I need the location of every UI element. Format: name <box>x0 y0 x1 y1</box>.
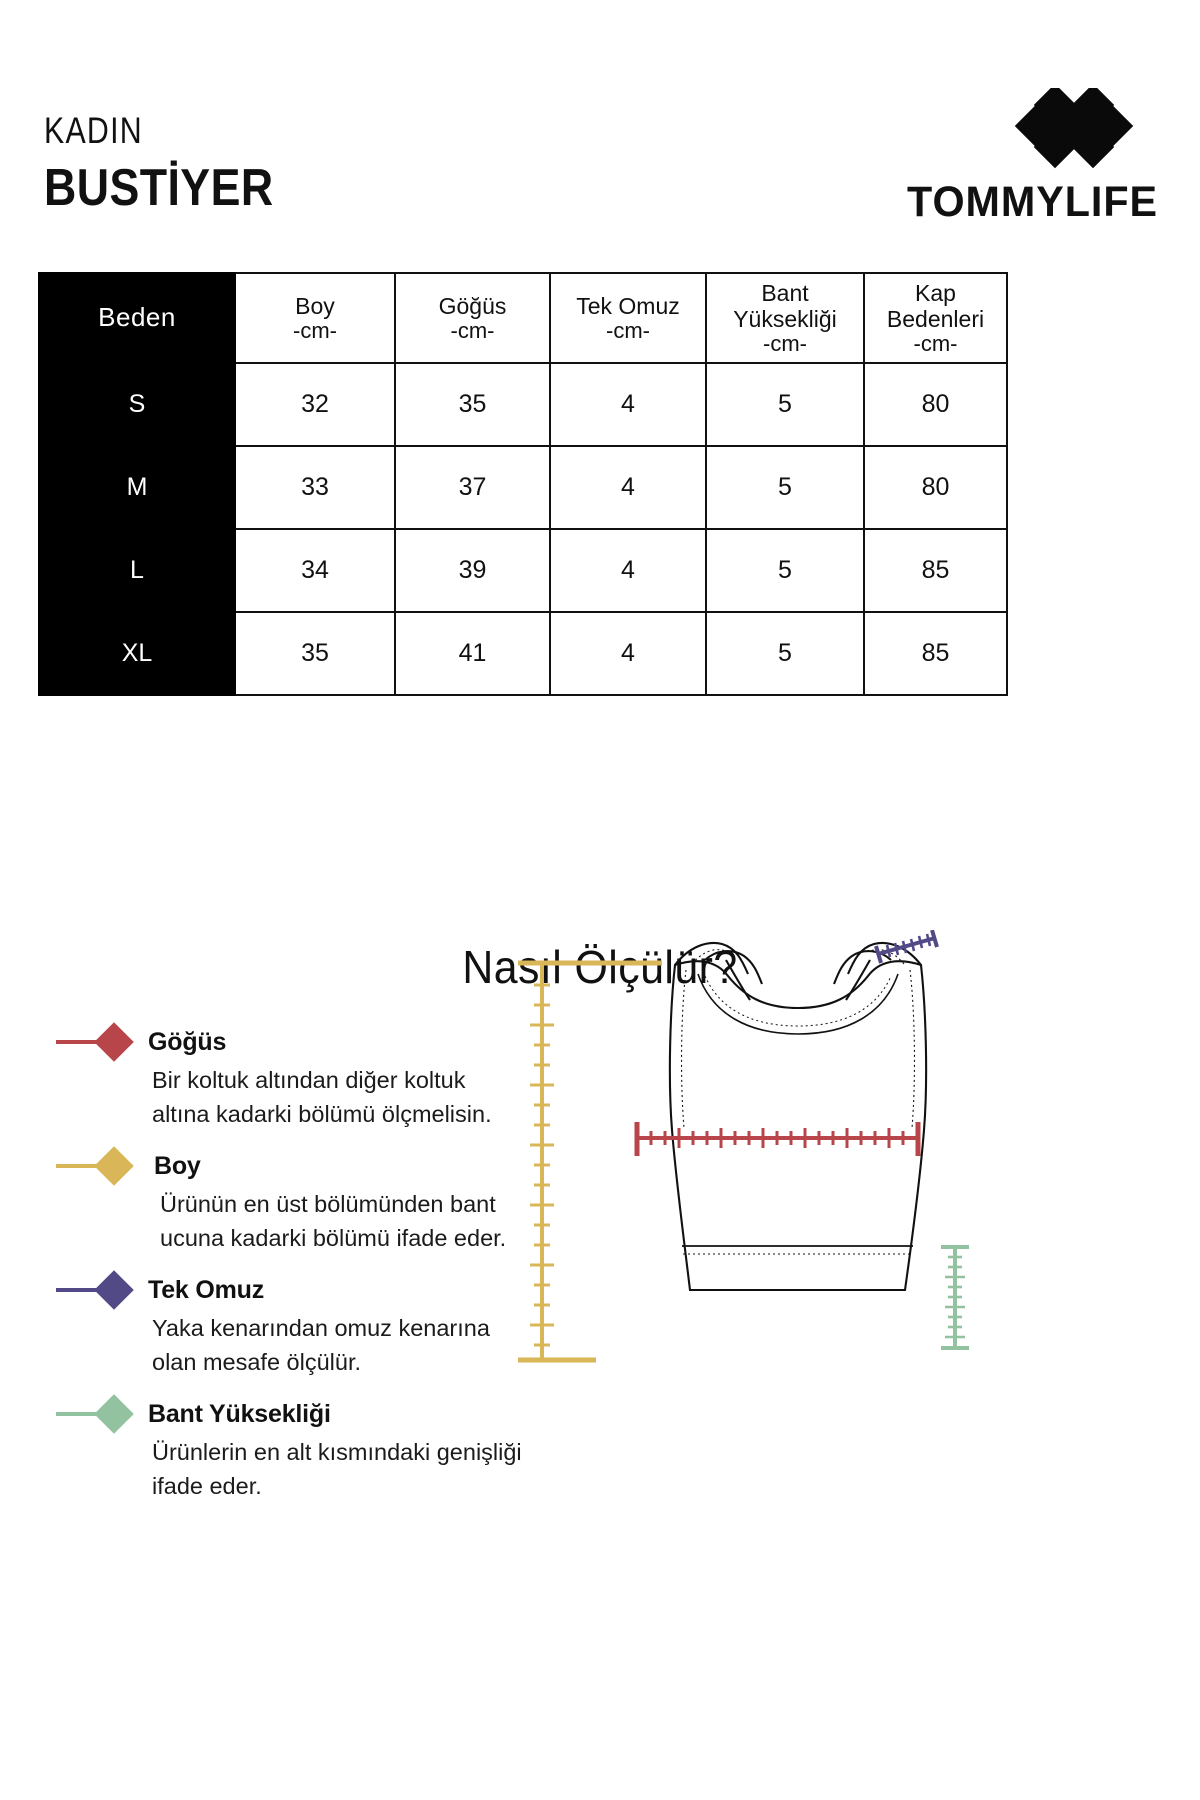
column-header-boy-unit: -cm- <box>293 317 337 343</box>
sports-bra-illustration <box>500 930 1020 1410</box>
brand-name: TOMMYLIFE <box>907 178 1158 226</box>
table-row: XL 35 41 4 5 85 <box>38 611 1008 696</box>
cell-beden: XL <box>38 611 236 696</box>
cell-boy: 32 <box>234 362 396 447</box>
cell-tek-omuz: 4 <box>549 528 707 613</box>
cell-kap: 80 <box>863 445 1008 530</box>
cell-bant: 5 <box>705 362 865 447</box>
column-header-bant-unit: -cm- <box>763 330 807 356</box>
page-kicker: KADIN <box>44 110 143 151</box>
bant-ruler-vertical <box>941 1245 969 1350</box>
cell-gogus: 35 <box>394 362 551 447</box>
legend-label-bant-yuksekligi: Bant Yüksekliği <box>148 1399 331 1428</box>
column-header-tek-omuz-label: Tek Omuz <box>576 292 680 319</box>
cell-bant: 5 <box>705 611 865 696</box>
size-table-wrapper: Beden Boy -cm- Göğüs -cm- Tek Omuz -cm- <box>38 272 1008 696</box>
legend-label-tek-omuz: Tek Omuz <box>148 1275 265 1304</box>
diamond-marker-icon-bant <box>56 1394 148 1435</box>
brand-block: TOMMYLIFE <box>858 88 1158 227</box>
gogus-ruler-horizontal <box>634 1122 921 1156</box>
cell-gogus: 37 <box>394 445 551 530</box>
table-row: L 34 39 4 5 85 <box>38 528 1008 613</box>
column-header-tek-omuz-unit: -cm- <box>606 317 650 343</box>
cell-beden: S <box>38 362 236 447</box>
garment-outline <box>668 942 928 1292</box>
cell-tek-omuz: 4 <box>549 445 707 530</box>
legend-desc-bant-yuksekligi: Ürünlerin en alt kısmındaki genişliği if… <box>152 1439 522 1500</box>
legend-item-bant-yuksekligi: Bant Yüksekliği Ürünlerin en alt kısmınd… <box>56 1394 526 1503</box>
column-header-beden: Beden <box>38 272 236 364</box>
legend-item-boy: Boy Ürünün en üst bölümünden bant ucuna … <box>56 1146 526 1255</box>
diamond-marker-icon-gogus <box>56 1022 148 1062</box>
cell-gogus: 39 <box>394 528 551 613</box>
column-header-gogus: Göğüs -cm- <box>394 272 551 364</box>
legend-desc-tek-omuz: Yaka kenarından omuz kenarına olan mesaf… <box>152 1315 490 1376</box>
column-header-kap: Kap Bedenleri -cm- <box>863 272 1008 364</box>
cell-kap: 85 <box>863 611 1008 696</box>
table-row: M 33 37 4 5 80 <box>38 445 1008 530</box>
title-block: KADIN BUSTİYER <box>44 112 311 216</box>
legend-item-tek-omuz: Tek Omuz Yaka kenarından omuz kenarına o… <box>56 1270 526 1379</box>
column-header-kap-unit: -cm- <box>913 330 958 356</box>
page-title: BUSTİYER <box>44 159 274 217</box>
column-header-tek-omuz: Tek Omuz -cm- <box>549 272 707 364</box>
cell-boy: 35 <box>234 611 396 696</box>
column-header-bant: Bant Yüksekliği -cm- <box>705 272 865 364</box>
legend-label-boy: Boy <box>154 1151 201 1180</box>
column-header-boy: Boy -cm- <box>234 272 396 364</box>
cell-bant: 5 <box>705 445 865 530</box>
tek-omuz-ruler <box>874 930 939 964</box>
legend-desc-gogus: Bir koltuk altından diğer koltuk altına … <box>152 1067 492 1128</box>
size-table: Beden Boy -cm- Göğüs -cm- Tek Omuz -cm- <box>38 272 1008 696</box>
boy-ruler-vertical <box>518 960 662 1363</box>
diamond-marker-icon-boy <box>56 1146 148 1186</box>
legend-desc-boy: Ürünün en üst bölümünden bant ucuna kada… <box>160 1191 507 1252</box>
column-header-gogus-unit: -cm- <box>450 317 495 343</box>
table-row: S 32 35 4 5 80 <box>38 362 1008 447</box>
cell-kap: 85 <box>863 528 1008 613</box>
diamond-marker-icon-tek-omuz <box>56 1270 148 1311</box>
legend-item-gogus: Göğüs Bir koltuk altından diğer koltuk a… <box>56 1022 526 1131</box>
legend-label-gogus: Göğüs <box>148 1027 227 1056</box>
cell-boy: 33 <box>234 445 396 530</box>
page-header: KADIN BUSTİYER TOMMYLIFE <box>0 0 1200 270</box>
diamond-grid-logo-icon <box>1014 88 1134 169</box>
column-header-boy-label: Boy <box>295 292 335 319</box>
column-header-bant-label: Bant Yüksekliği <box>733 279 837 332</box>
table-header-row: Beden Boy -cm- Göğüs -cm- Tek Omuz -cm- <box>38 272 1008 364</box>
cell-gogus: 41 <box>394 611 551 696</box>
cell-tek-omuz: 4 <box>549 611 707 696</box>
cell-beden: L <box>38 528 236 613</box>
cell-tek-omuz: 4 <box>549 362 707 447</box>
cell-kap: 80 <box>863 362 1008 447</box>
bra-technical-drawing-svg <box>518 930 969 1363</box>
column-header-gogus-label: Göğüs <box>438 292 507 319</box>
cell-beden: M <box>38 445 236 530</box>
measurement-legend: Göğüs Bir koltuk altından diğer koltuk a… <box>56 1022 526 1520</box>
column-header-kap-label: Kap Bedenleri <box>886 279 985 332</box>
cell-bant: 5 <box>705 528 865 613</box>
cell-boy: 34 <box>234 528 396 613</box>
